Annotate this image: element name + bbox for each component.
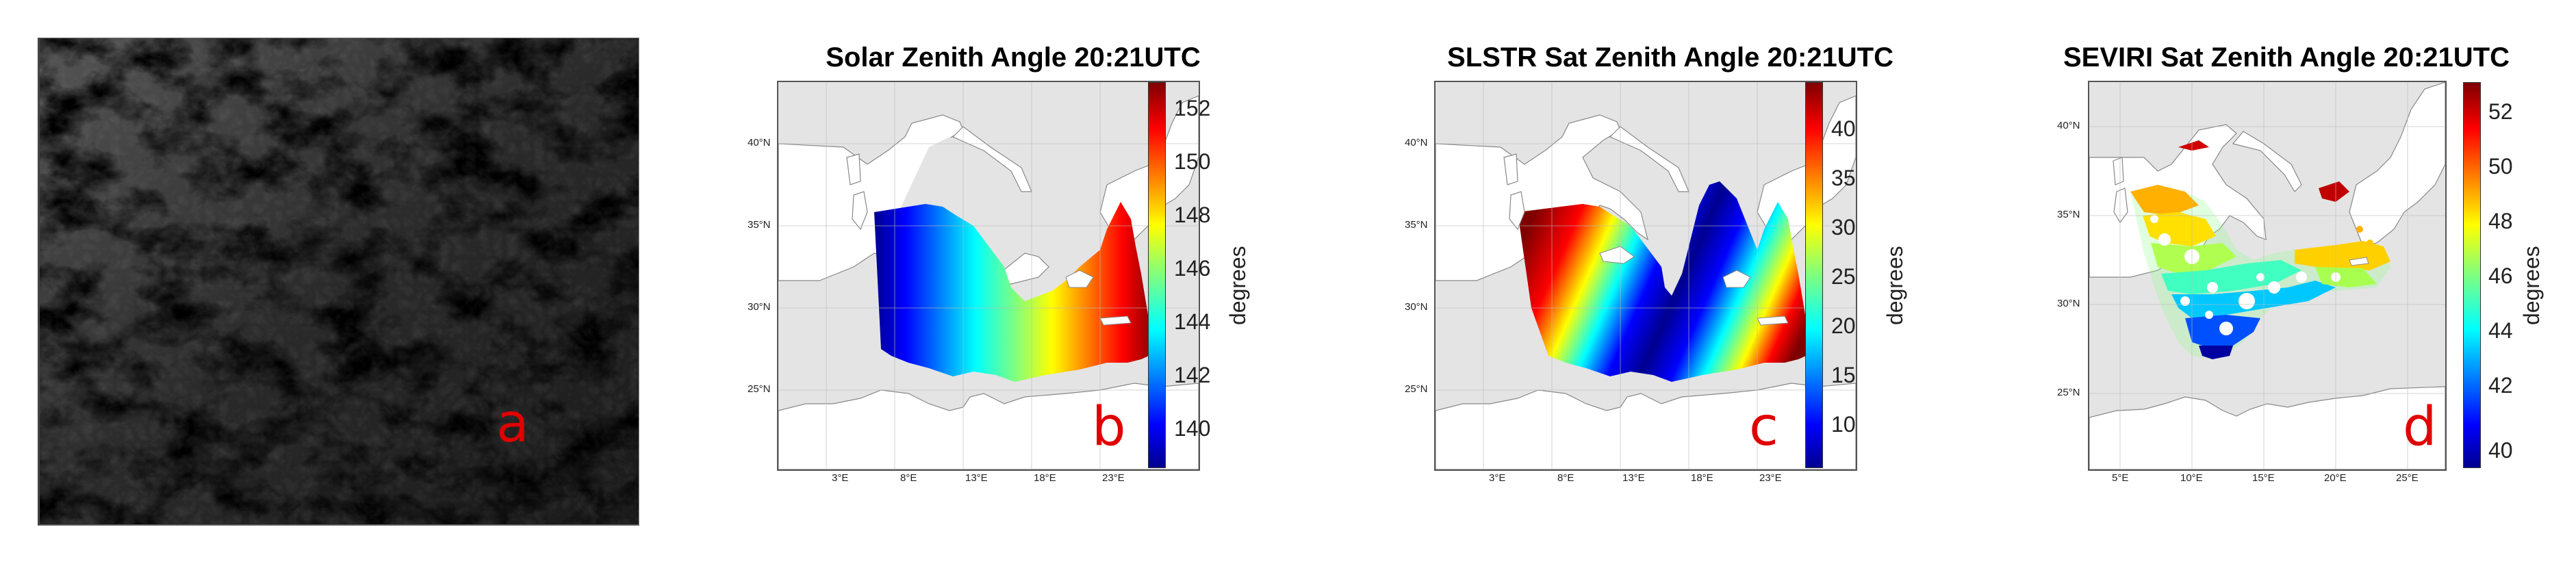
lat-tick: 25°N <box>1405 383 1428 395</box>
lon-tick: 13°E <box>965 472 988 484</box>
colorbar-tick: 146 <box>1174 256 1211 281</box>
panel-title: SEVIRI Sat Zenith Angle 20:21UTC <box>2063 42 2510 73</box>
colorbar-tick: 140 <box>1174 416 1211 441</box>
lat-tick: 40°N <box>748 137 771 149</box>
colorbar-tick: 44 <box>2488 318 2513 343</box>
lat-tick: 40°N <box>1405 137 1428 149</box>
map-area <box>1434 81 1857 471</box>
colorbar-tick: 52 <box>2488 99 2513 124</box>
satellite-image <box>38 38 639 526</box>
lat-tick: 35°N <box>748 219 771 231</box>
lon-tick: 18°E <box>1691 472 1713 484</box>
lon-tick: 20°E <box>2324 472 2347 484</box>
colorbar-tick: 40 <box>2488 438 2513 463</box>
lat-tick: 30°N <box>1405 301 1428 313</box>
colorbar-tick: 150 <box>1174 149 1211 174</box>
lat-tick: 40°N <box>2057 120 2080 131</box>
colorbar <box>2463 82 2481 468</box>
lon-tick: 3°E <box>1489 472 1506 484</box>
colorbar-tick: 144 <box>1174 309 1211 334</box>
colorbar-tick: 152 <box>1174 96 1211 120</box>
lon-tick: 23°E <box>1759 472 1782 484</box>
colorbar <box>1805 82 1823 468</box>
panel-d: SEVIRI Sat Zenith Angle 20:21UTC <box>2047 0 2576 568</box>
lat-tick: 25°N <box>748 383 771 395</box>
lon-tick: 8°E <box>1557 472 1574 484</box>
lat-tick: 30°N <box>2057 298 2080 309</box>
panel-c: SLSTR Sat Zenith Angle 20:21UTC <box>1397 0 2013 568</box>
colorbar-tick: 40 <box>1831 116 1856 141</box>
lon-tick: 8°E <box>900 472 917 484</box>
colorbar-label: degrees <box>2519 246 2544 325</box>
swath-b <box>874 202 1156 382</box>
colorbar-tick: 35 <box>1831 166 1856 190</box>
lat-tick: 25°N <box>2057 387 2080 398</box>
panel-letter-c: c <box>1749 396 1778 458</box>
panel-title: Solar Zenith Angle 20:21UTC <box>826 42 1201 73</box>
lon-tick: 5°E <box>2112 472 2129 484</box>
colorbar-tick: 148 <box>1174 203 1211 227</box>
map-area <box>2088 81 2447 471</box>
colorbar-tick: 30 <box>1831 215 1856 240</box>
lon-tick: 15°E <box>2252 472 2275 484</box>
panel-letter-b: b <box>1092 396 1126 458</box>
colorbar-tick: 20 <box>1831 313 1856 338</box>
lon-tick: 18°E <box>1034 472 1056 484</box>
panel-title: SLSTR Sat Zenith Angle 20:21UTC <box>1447 42 1893 73</box>
lon-tick: 25°E <box>2396 472 2419 484</box>
colorbar-tick: 25 <box>1831 264 1856 289</box>
colorbar-tick: 10 <box>1831 412 1856 437</box>
lat-tick: 35°N <box>1405 219 1428 231</box>
lon-tick: 23°E <box>1102 472 1125 484</box>
lon-tick: 10°E <box>2180 472 2203 484</box>
colorbar-tick: 48 <box>2488 209 2513 233</box>
colorbar-label: degrees <box>1225 246 1250 325</box>
colorbar-tick: 42 <box>2488 373 2513 398</box>
colorbar <box>1148 82 1166 468</box>
map-area <box>777 81 1200 471</box>
colorbar-tick: 15 <box>1831 363 1856 387</box>
lat-tick: 30°N <box>748 301 771 313</box>
panel-a: a <box>0 0 657 568</box>
lon-tick: 3°E <box>832 472 849 484</box>
lat-tick: 35°N <box>2057 209 2080 220</box>
panel-letter-d: d <box>2403 396 2437 458</box>
swath-d <box>2130 140 2390 359</box>
colorbar-tick: 50 <box>2488 154 2513 179</box>
colorbar-tick: 142 <box>1174 363 1211 387</box>
lon-tick: 13°E <box>1622 472 1645 484</box>
panel-b: Solar Zenith Angle 20:21UTC <box>739 0 1355 568</box>
colorbar-tick: 46 <box>2488 263 2513 288</box>
colorbar-label: degrees <box>1883 246 1907 325</box>
swath-c <box>1518 181 1813 382</box>
panel-letter-a: a <box>496 393 529 454</box>
